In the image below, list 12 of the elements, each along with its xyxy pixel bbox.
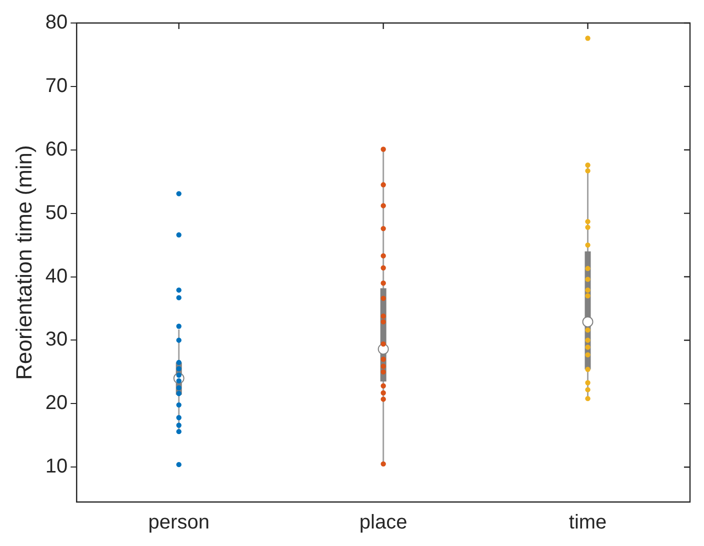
y-tick-label: 10 (45, 456, 68, 478)
x-tick-label: person (148, 512, 210, 534)
y-tick-label: 20 (45, 392, 68, 414)
y-tick-label: 80 (45, 12, 68, 34)
y-tick-label: 70 (45, 74, 68, 97)
x-tick-label: time (568, 512, 607, 534)
y-tick-label: 50 (45, 202, 68, 224)
y-tick-label: 30 (45, 328, 68, 351)
y-axis-title: Reorientation time (min) (11, 145, 36, 380)
x-tick-label: place (359, 512, 408, 534)
y-tick-label: 40 (45, 265, 68, 288)
y-tick-label: 60 (45, 138, 68, 160)
